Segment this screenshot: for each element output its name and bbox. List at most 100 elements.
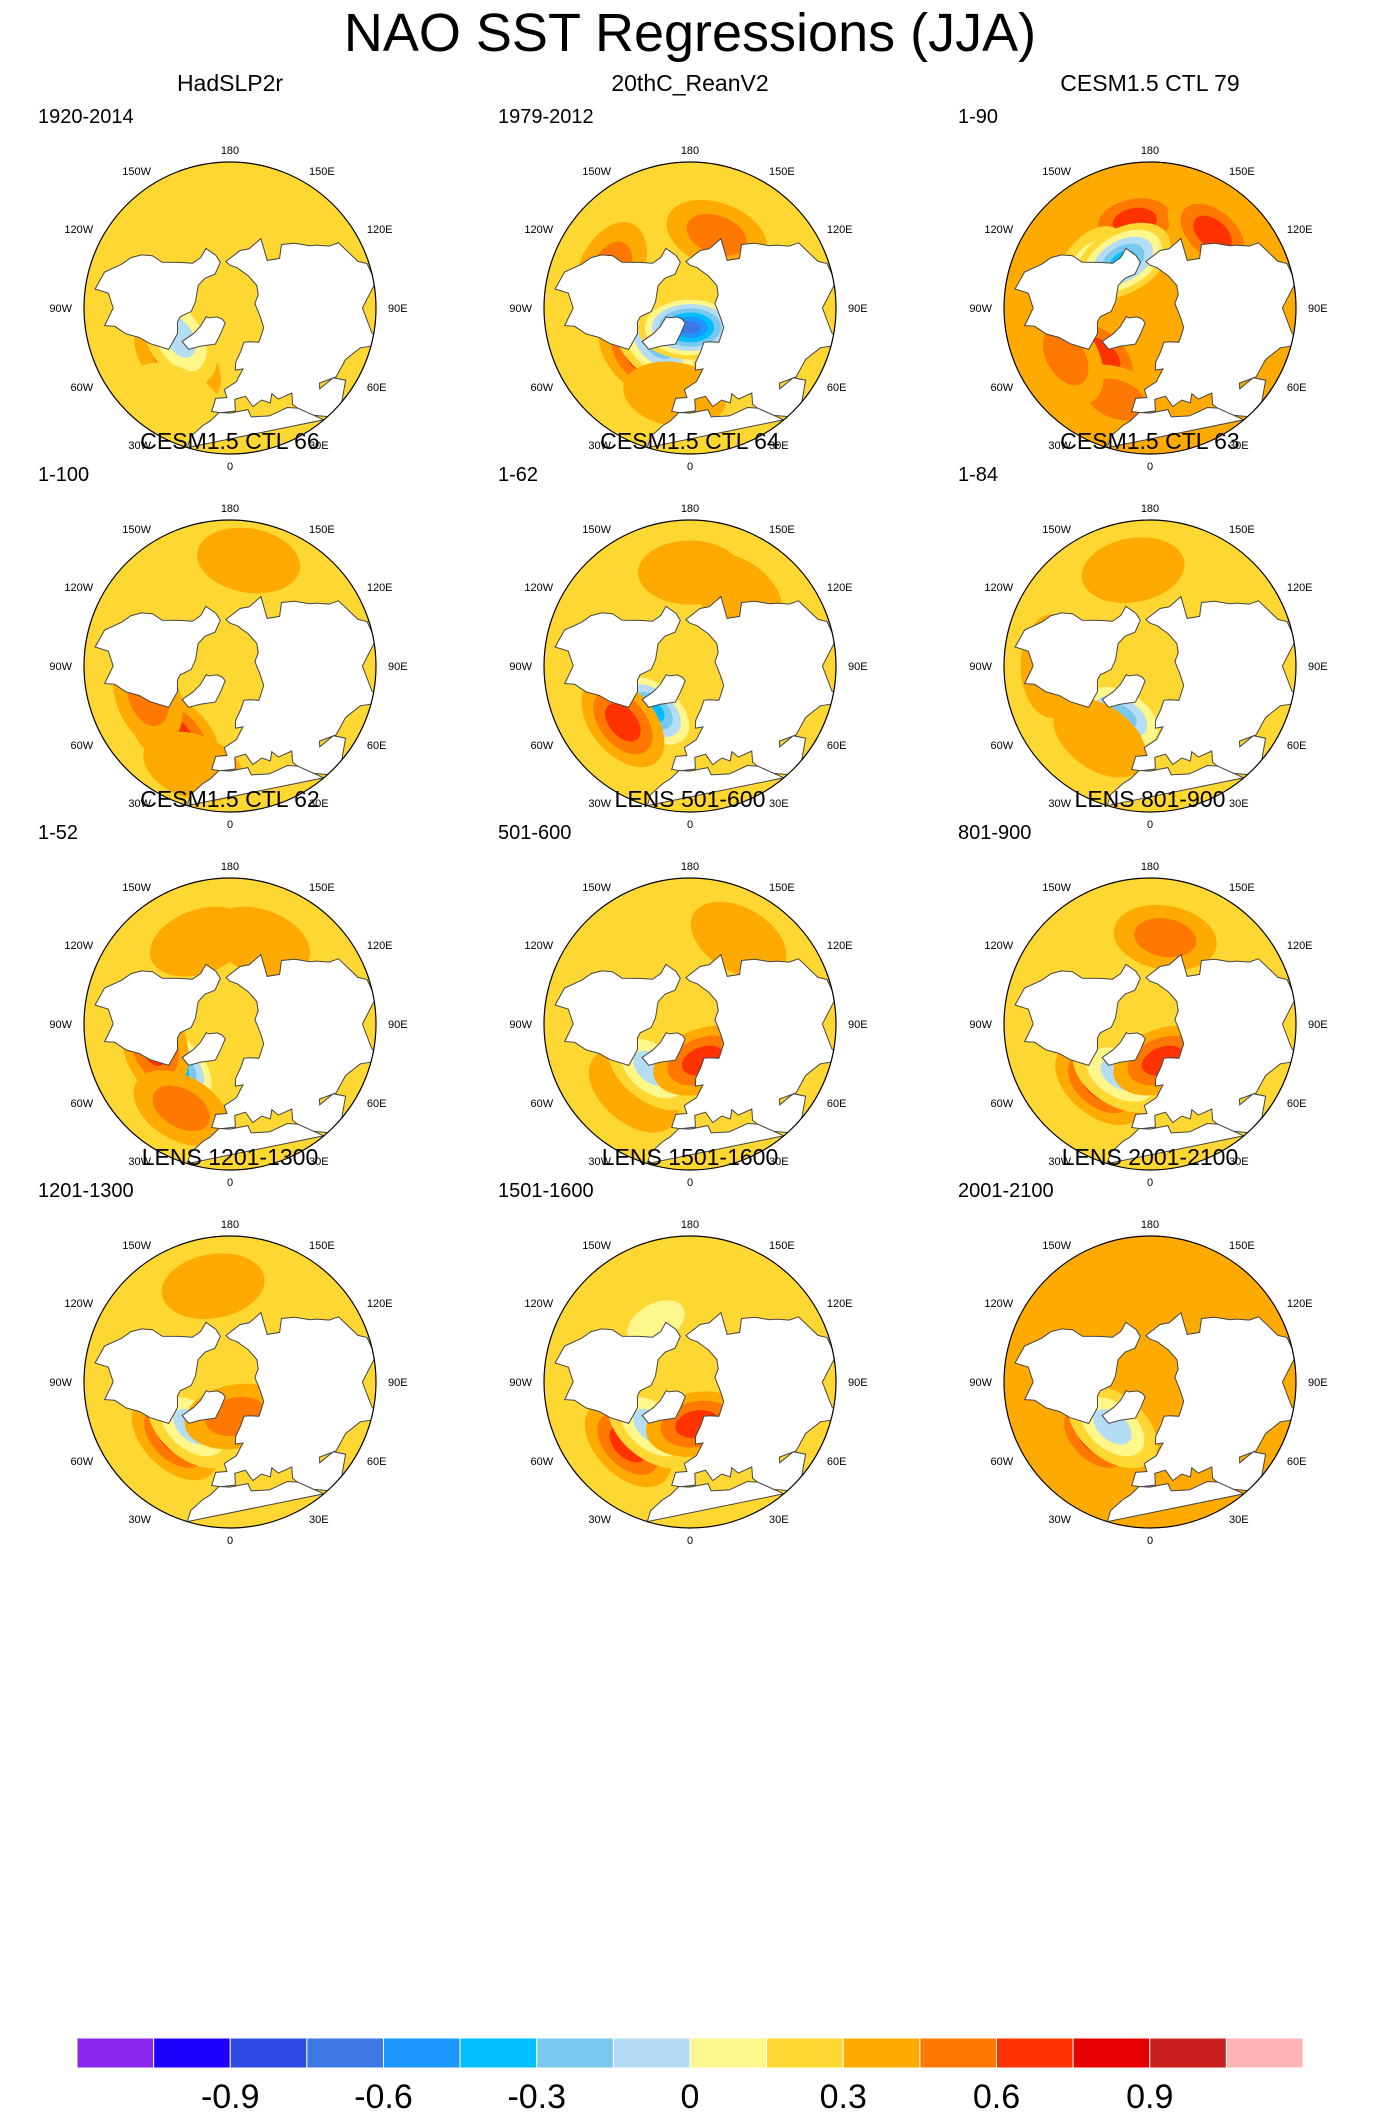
longitude-label: 120E: [827, 582, 853, 594]
map-boundary: [1003, 877, 1297, 1171]
longitude-label: 0: [687, 461, 693, 473]
panel-title: LENS 501-600: [614, 786, 766, 812]
colorbar-tick-label: 0.9: [1126, 2078, 1174, 2116]
map-panel: 180 150E 120E 90E 60E 30E 0 30W 60W 90W 120W 150W LE…: [920, 786, 1380, 1262]
africa-land: [646, 1122, 786, 1165]
panel-period: 501-600: [498, 822, 572, 844]
colorbar-swatch: [383, 2038, 461, 2068]
longitude-label: 120W: [984, 582, 1013, 594]
north-america-land: [94, 1321, 221, 1424]
polar-map: 180 150E 120E 90E 60E 30E 0 30W 60W 90W 120W 150W: [49, 503, 408, 831]
longitude-label: 90W: [49, 1377, 72, 1389]
map-boundary: [543, 877, 837, 1171]
panel-period: 1201-1300: [38, 1180, 134, 1202]
africa-land: [646, 1480, 786, 1523]
longitude-label: 0: [1147, 1177, 1153, 1189]
longitude-label: 60E: [1287, 1098, 1307, 1110]
longitude-label: 90W: [49, 1019, 72, 1031]
sst-anomaly-contour: [161, 1253, 265, 1319]
africa-land: [1106, 1480, 1246, 1523]
longitude-label: 60E: [367, 1456, 387, 1468]
longitude-label: 60W: [71, 382, 94, 394]
longitude-label: 90E: [1308, 1019, 1328, 1031]
sst-anomaly-contour: [197, 527, 301, 594]
longitude-label: 180: [681, 1219, 699, 1231]
polar-map: 180 150E 120E 90E 60E 30E 0 30W 60W 90W 120W 150W: [509, 145, 867, 473]
longitude-label: 30W: [1048, 798, 1071, 810]
longitude-label: 0: [227, 461, 233, 473]
panel-title: CESM1.5 CTL 66: [140, 428, 320, 454]
africa-land: [186, 406, 326, 449]
colorbar-swatch: [1225, 2038, 1303, 2068]
longitude-label: 150E: [309, 1240, 335, 1252]
longitude-label: 150W: [122, 882, 151, 894]
longitude-label: 30E: [769, 1514, 789, 1526]
longitude-label: 150E: [769, 882, 795, 894]
north-america-land: [1014, 1321, 1141, 1424]
greenland-land: [181, 316, 226, 350]
panel-period: 1501-1600: [498, 1180, 594, 1202]
longitude-label: 60E: [827, 1456, 847, 1468]
longitude-label: 120W: [984, 940, 1013, 952]
longitude-label: 60E: [367, 382, 387, 394]
longitude-label: 90W: [49, 661, 72, 673]
map-panel: 180 150E 120E 90E 60E 30E 0 30W 60W 90W 120W 150W Ha…: [0, 70, 460, 546]
panel-title: CESM1.5 CTL 63: [1060, 428, 1240, 454]
colorbar-swatch: [842, 2038, 921, 2068]
longitude-label: 120W: [984, 1298, 1013, 1310]
colorbar-swatch: [306, 2038, 384, 2068]
longitude-label: 150E: [1229, 524, 1255, 536]
longitude-label: 60W: [71, 1098, 94, 1110]
longitude-label: 120E: [367, 940, 393, 952]
longitude-label: 120E: [827, 940, 853, 952]
polar-map: 180 150E 120E 90E 60E 30E 0 30W 60W 90W 120W 150W: [969, 1219, 1327, 1547]
longitude-label: 60E: [1287, 740, 1307, 752]
longitude-label: 30E: [1229, 440, 1249, 452]
sst-anomaly-contour: [1134, 918, 1197, 958]
longitude-label: 120E: [827, 1298, 853, 1310]
map-boundary: [1003, 519, 1297, 813]
north-america-land: [554, 247, 681, 350]
panel-title: CESM1.5 CTL 64: [600, 428, 780, 454]
africa-land: [186, 1122, 326, 1165]
colorbar-tick-label: 0.6: [972, 2078, 1021, 2116]
panel-period: 1-100: [38, 464, 90, 486]
longitude-label: 60E: [827, 1098, 847, 1110]
north-america-land: [1014, 963, 1141, 1066]
longitude-label: 30W: [588, 440, 611, 452]
longitude-label: 150E: [1229, 1240, 1255, 1252]
colorbar-tick-label: -0.6: [354, 2078, 413, 2116]
map-panel: 180 150E 120E 90E 60E 30E 0 30W 60W 90W 120W 150W CE…: [920, 70, 1380, 546]
north-america-land: [554, 1321, 681, 1424]
longitude-label: 60W: [531, 1456, 554, 1468]
longitude-label: 120W: [64, 1298, 93, 1310]
map-boundary: [543, 519, 837, 813]
longitude-label: 180: [1141, 145, 1159, 157]
africa-land: [1106, 1122, 1246, 1165]
longitude-label: 120W: [524, 224, 553, 236]
greenland-land: [641, 1032, 686, 1066]
longitude-label: 90E: [388, 661, 408, 673]
colorbar-tick-label: -0.3: [507, 2078, 567, 2116]
polar-map: 180 150E 120E 90E 60E 30E 0 30W 60W 90W 120W 150W: [49, 861, 407, 1189]
panel-period: 1-84: [958, 464, 999, 486]
longitude-label: 0: [1147, 461, 1153, 473]
longitude-label: 90W: [49, 303, 72, 315]
longitude-label: 120W: [64, 940, 93, 952]
longitude-label: 60W: [71, 1456, 94, 1468]
map-boundary: [83, 1235, 377, 1529]
map-panel: 180 150E 120E 90E 60E 30E 0 30W 60W 90W 120W 150W LE…: [460, 786, 920, 1262]
colorbar: [77, 2038, 1303, 2068]
sst-anomaly-contour: [151, 194, 252, 265]
panel-title: LENS 2001-2100: [1061, 1144, 1239, 1170]
map-boundary: [1003, 1235, 1297, 1529]
panel-period: 1-62: [498, 464, 539, 486]
map-panel: 180 150E 120E 90E 60E 30E 0 30W 60W 90W 120W 150W LE…: [920, 1144, 1380, 1620]
sst-anomaly-contour: [1193, 215, 1232, 252]
longitude-label: 120W: [984, 224, 1013, 236]
longitude-label: 120E: [827, 224, 853, 236]
eurasia-land: [671, 1311, 836, 1492]
longitude-label: 180: [681, 145, 699, 157]
longitude-label: 0: [1147, 819, 1153, 831]
longitude-label: 30E: [769, 798, 789, 810]
